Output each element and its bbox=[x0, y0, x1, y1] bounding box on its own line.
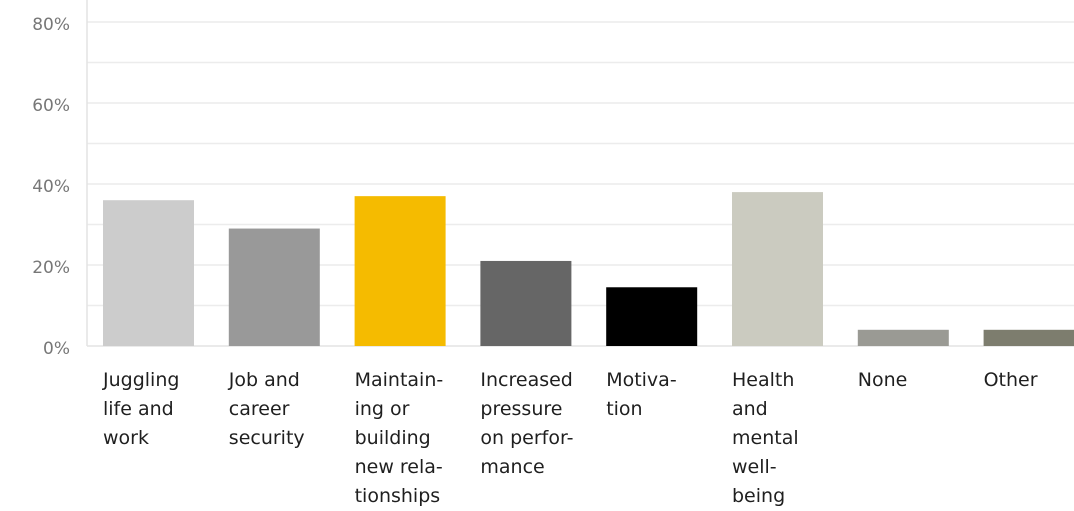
x-tick-label-line: security bbox=[228, 427, 305, 449]
bars bbox=[103, 192, 1074, 346]
x-tick-label-line: tionships bbox=[354, 485, 441, 507]
x-tick-label: Juggling life and work bbox=[103, 366, 179, 453]
x-tick-label-line: work bbox=[103, 427, 149, 449]
x-tick-label: Motiva-tion bbox=[606, 366, 677, 424]
x-tick-label-line: career bbox=[228, 398, 290, 420]
x-tick-label-line: new rela- bbox=[354, 456, 443, 478]
x-tick-label-line: Maintain- bbox=[354, 369, 444, 391]
x-tick-label-line: None bbox=[857, 369, 908, 391]
x-tick-label-line: Motiva- bbox=[606, 369, 677, 391]
y-axis-ticks: 0% 20% 40% 60% 80% bbox=[32, 15, 70, 359]
x-tick-label: Maintain-ing or building new rela-tionship… bbox=[355, 366, 444, 511]
x-tick-label-line: pressure bbox=[480, 398, 563, 420]
x-tick-label-line: Job and bbox=[228, 369, 300, 391]
x-tick-label-line: well- bbox=[732, 456, 777, 478]
x-tick-label-line: Other bbox=[983, 369, 1038, 391]
y-tick-label: 20% bbox=[32, 258, 70, 278]
x-tick-label-line: building bbox=[354, 427, 431, 449]
bar bbox=[606, 287, 698, 346]
bar bbox=[480, 260, 572, 346]
x-tick-label-line: mance bbox=[480, 456, 545, 478]
bar bbox=[354, 196, 446, 346]
bar bbox=[103, 200, 194, 346]
bar bbox=[857, 329, 949, 346]
x-tick-label-line: tion bbox=[606, 398, 643, 420]
x-tick-label-line: Health bbox=[732, 369, 795, 391]
x-tick-label: Health and mental well-being bbox=[732, 366, 799, 511]
bar bbox=[228, 228, 320, 346]
x-tick-label-line: mental bbox=[732, 427, 799, 449]
bar bbox=[732, 192, 823, 346]
x-tick-label-line: Juggling bbox=[103, 369, 180, 391]
x-tick-label-line: and bbox=[732, 398, 768, 420]
x-tick-label-line: ing or bbox=[354, 398, 410, 420]
x-tick-label: Other bbox=[984, 366, 1038, 395]
x-tick-label-line: life and bbox=[103, 398, 174, 420]
x-tick-label: Increased pressure on perfor-mance bbox=[480, 366, 573, 482]
y-tick-label: 40% bbox=[32, 177, 70, 197]
y-tick-label: 0% bbox=[43, 339, 70, 359]
x-tick-label-line: being bbox=[732, 485, 786, 507]
x-tick-label-line: Increased bbox=[480, 369, 573, 391]
y-tick-label: 60% bbox=[32, 96, 70, 116]
x-tick-label: Job and career security bbox=[229, 366, 305, 453]
y-tick-label: 80% bbox=[32, 15, 70, 35]
x-tick-label-line: on perfor- bbox=[480, 427, 574, 449]
x-tick-label: None bbox=[858, 366, 908, 395]
bar bbox=[983, 329, 1074, 346]
